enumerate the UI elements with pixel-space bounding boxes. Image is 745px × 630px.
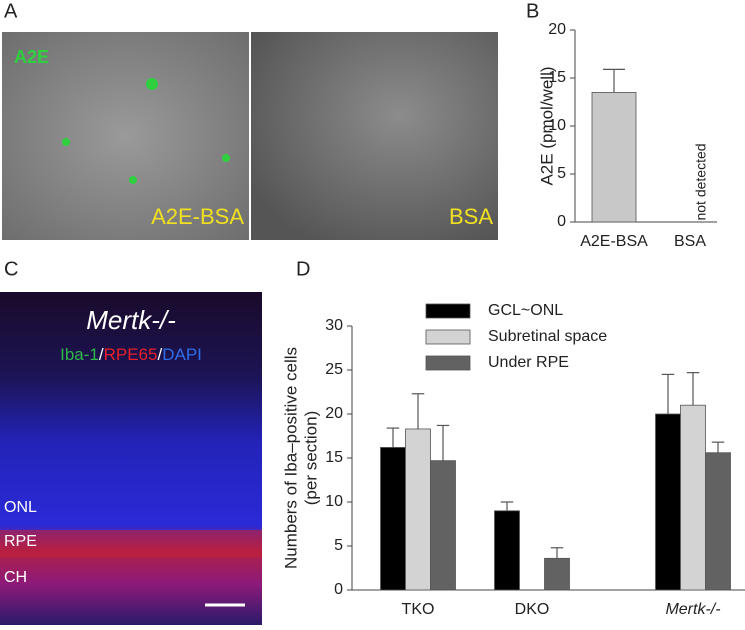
stain-part: DAPI [162, 345, 202, 364]
y-tick-label: 20 [548, 21, 566, 38]
bar [705, 452, 731, 591]
layer-label: CH [4, 569, 27, 586]
y-tick-label: 20 [325, 405, 343, 422]
y-tick-label: 0 [557, 213, 566, 230]
bar [591, 92, 637, 223]
micrograph-a2e [2, 32, 249, 240]
bar [380, 447, 406, 591]
legend-swatch [425, 355, 471, 371]
y-tick-label: 15 [325, 449, 343, 466]
legend-label: Subretinal space [488, 328, 607, 345]
annotation: not detected [693, 143, 709, 220]
legend-label: Under RPE [488, 354, 569, 371]
panel-label: B [526, 0, 539, 22]
stain-part: / [99, 345, 104, 364]
panel-label: D [296, 258, 310, 280]
x-tick-label: A2E-BSA [580, 233, 648, 250]
micrograph-bsa [251, 32, 498, 240]
bar [544, 557, 570, 591]
image-label: A2E [14, 47, 49, 67]
stain-part: Iba-1 [60, 345, 99, 364]
bar [680, 404, 706, 591]
layer-label: RPE [4, 533, 37, 550]
legend-swatch [425, 303, 471, 319]
y-axis-label: (per section) [301, 411, 320, 505]
y-axis-label: Numbers of Iba–positive cells [281, 347, 300, 569]
green-cell [129, 176, 137, 184]
green-cell [222, 154, 230, 162]
stain-part: / [157, 345, 162, 364]
y-tick-label: 30 [325, 317, 343, 334]
y-tick-label: 15 [548, 69, 566, 86]
y-tick-label: 10 [325, 493, 343, 510]
legend-swatch [425, 329, 471, 345]
x-tick-label: BSA [674, 233, 706, 250]
bar [655, 413, 681, 591]
y-tick-label: 25 [325, 361, 343, 378]
retina-image [0, 292, 262, 625]
y-axis-label: A2E (pmol/well) [537, 66, 556, 185]
image-label: BSA [449, 204, 493, 229]
x-tick-label: Mertk-/- [665, 601, 720, 618]
rpe-layer [0, 530, 262, 558]
legend-label: GCL~ONL [488, 302, 563, 319]
y-tick-label: 0 [334, 581, 343, 598]
layer-label: ONL [4, 499, 37, 516]
green-cell [146, 78, 158, 90]
y-tick-label: 5 [334, 537, 343, 554]
x-tick-label: TKO [402, 601, 435, 618]
x-tick-label: DKO [515, 601, 550, 618]
y-tick-label: 5 [557, 165, 566, 182]
stain-part: RPE65 [104, 345, 158, 364]
image-label: A2E-BSA [151, 204, 244, 229]
panel-label: A [4, 0, 18, 22]
panel-label: C [4, 258, 18, 280]
image-title: Mertk-/- [86, 305, 176, 335]
bar [494, 510, 520, 591]
bar [405, 428, 431, 591]
bar [430, 460, 456, 591]
stain-legend: Iba-1/RPE65/DAPI [60, 345, 202, 364]
y-tick-label: 10 [548, 117, 566, 134]
green-cell [62, 138, 70, 146]
